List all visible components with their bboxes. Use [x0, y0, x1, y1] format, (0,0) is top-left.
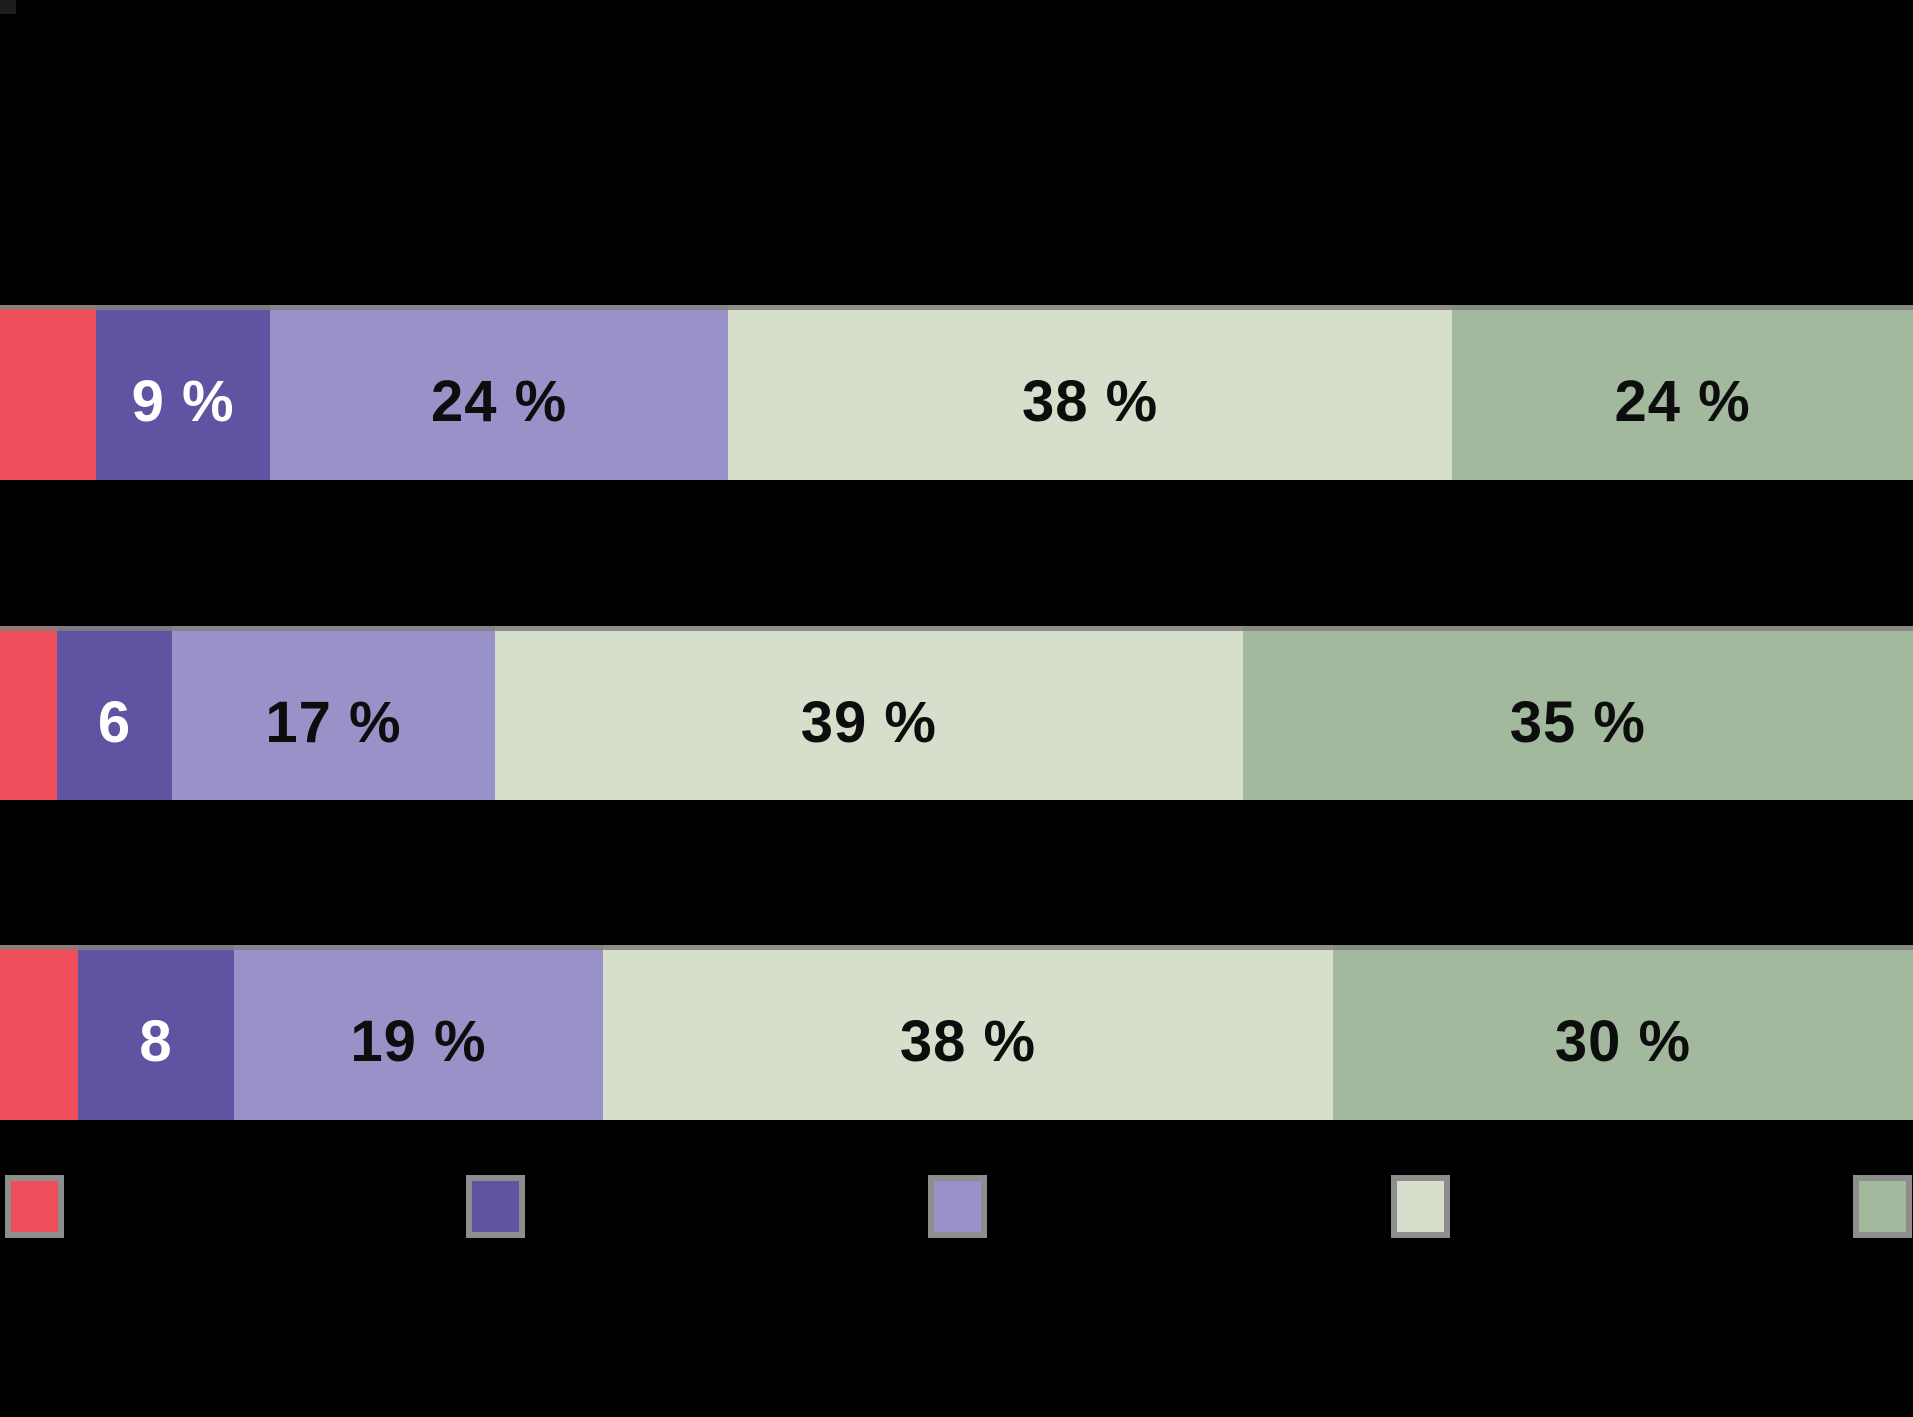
- segment-data-label: 24 %: [1614, 368, 1751, 434]
- legend-swatch-3: [927, 1174, 987, 1239]
- bar-row-2: 6 17 % 39 % 35 %: [0, 626, 1913, 801]
- bar-row-3: 8 19 % 38 % 30 %: [0, 944, 1913, 1120]
- chart-legend: [0, 1174, 1913, 1239]
- corner-artifact: [0, 0, 16, 14]
- segment-data-label: 38 %: [1022, 368, 1159, 434]
- bar-2-segment-3: 17 %: [171, 626, 495, 801]
- segment-data-label: 9 %: [131, 368, 235, 434]
- bar-1-segment-1: [0, 304, 97, 480]
- bar-2-segment-5: 35 %: [1242, 626, 1913, 801]
- segment-data-label: 35 %: [1509, 689, 1646, 755]
- bar-3-segment-5: 30 %: [1332, 944, 1913, 1120]
- segment-data-label: 24 %: [430, 368, 568, 434]
- bar-3-segment-3: 19 %: [233, 944, 603, 1120]
- segment-data-label: 8: [139, 1008, 173, 1074]
- segment-data-label: 39 %: [800, 689, 937, 755]
- bar-row-1: 9 % 24 % 38 % 24 %: [0, 304, 1913, 480]
- legend-swatch-5: [1852, 1174, 1912, 1239]
- segment-data-label: 38 %: [899, 1008, 1037, 1074]
- bar-2-segment-2: 6: [57, 626, 172, 801]
- bar-2-segment-1: [0, 626, 57, 801]
- bar-1-segment-5: 24 %: [1452, 304, 1913, 480]
- segment-data-label: 17 %: [265, 689, 402, 755]
- segment-data-label: 6: [97, 689, 132, 755]
- legend-swatch-4: [1390, 1174, 1450, 1239]
- bar-3-segment-4: 38 %: [602, 944, 1333, 1120]
- bar-1-segment-3: 24 %: [270, 304, 729, 480]
- bar-3-segment-2: 8: [78, 944, 234, 1120]
- bar-1-segment-2: 9 %: [96, 304, 271, 480]
- bar-2-segment-4: 39 %: [494, 626, 1243, 801]
- bar-3-segment-1: [0, 944, 79, 1120]
- segment-data-label: 19 %: [350, 1008, 487, 1074]
- legend-swatch-1: [4, 1174, 64, 1239]
- legend-swatch-2: [466, 1174, 525, 1239]
- segment-data-label: 30 %: [1554, 1008, 1692, 1074]
- bar-1-segment-4: 38 %: [728, 304, 1453, 480]
